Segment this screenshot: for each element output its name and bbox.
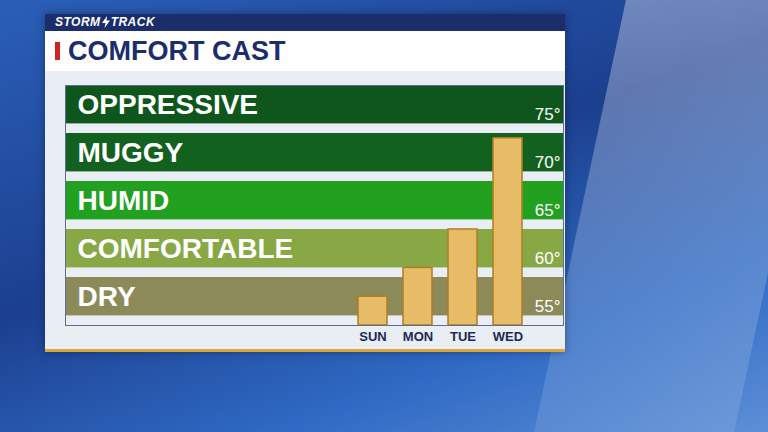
- svg-text:MUGGY: MUGGY: [78, 137, 184, 168]
- html-text:COMFORT CAST: COMFORT CAST: [68, 35, 286, 66]
- svg-text:HUMID: HUMID: [78, 185, 170, 216]
- svg-text:WED: WED: [493, 329, 523, 344]
- svg-text:TUE: TUE: [450, 329, 476, 344]
- html-text:STORM: STORM: [55, 15, 101, 29]
- svg-text:75°: 75°: [535, 105, 561, 124]
- svg-text:SUN: SUN: [359, 329, 386, 344]
- svg-text:65°: 65°: [535, 201, 561, 220]
- svg-text:MON: MON: [403, 329, 433, 344]
- svg-text:55°: 55°: [535, 297, 561, 316]
- svg-text:COMFORTABLE: COMFORTABLE: [78, 233, 294, 264]
- svg-text:60°: 60°: [535, 249, 561, 268]
- svg-text:70°: 70°: [535, 153, 561, 172]
- svg-text:OPPRESSIVE: OPPRESSIVE: [78, 89, 259, 120]
- svg-text:DRY: DRY: [78, 281, 136, 312]
- html-text:TRACK: TRACK: [110, 15, 156, 29]
